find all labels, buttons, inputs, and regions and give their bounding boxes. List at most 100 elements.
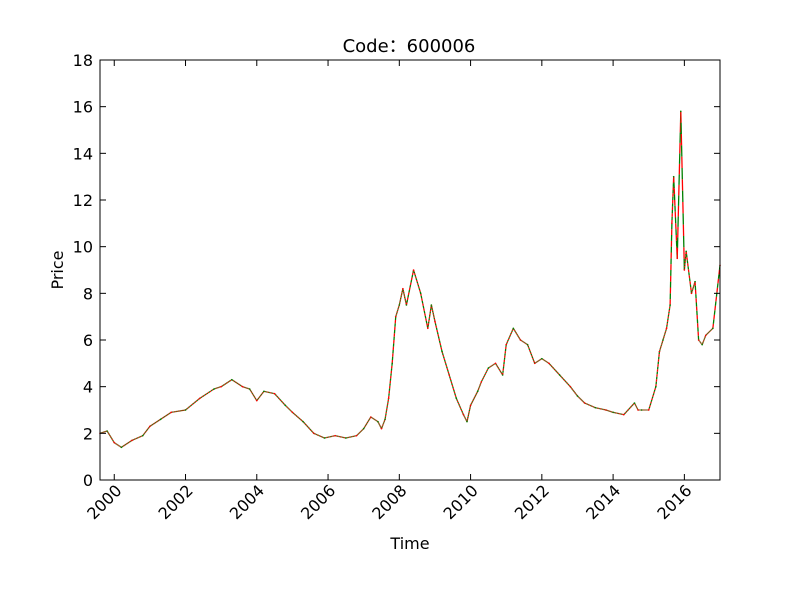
price-segment <box>359 433 360 434</box>
price-segment <box>129 442 130 443</box>
price-segment <box>533 358 534 359</box>
price-point <box>142 435 144 437</box>
price-segment <box>367 422 368 423</box>
price-segment <box>714 310 715 315</box>
price-segment <box>311 430 312 431</box>
price-segment <box>707 333 708 334</box>
price-point <box>673 176 675 178</box>
price-segment <box>290 410 291 411</box>
price-segment <box>230 380 231 381</box>
price-segment <box>414 272 415 274</box>
price-segment <box>238 384 239 385</box>
price-point <box>527 344 529 346</box>
price-point <box>413 269 415 271</box>
price-segment <box>714 315 715 320</box>
price-segment <box>461 409 462 410</box>
price-segment <box>411 280 412 283</box>
price-segment <box>717 283 718 288</box>
price-segment <box>286 406 287 407</box>
price-segment <box>111 437 112 438</box>
price-segment <box>408 295 409 298</box>
price-segment <box>425 316 426 319</box>
price-segment <box>711 329 712 330</box>
price-segment <box>225 384 226 385</box>
price-segment <box>448 370 449 372</box>
price-segment <box>307 426 308 427</box>
price-segment <box>583 402 584 403</box>
price-segment <box>167 415 168 416</box>
price-segment <box>578 397 579 398</box>
price-segment <box>632 405 633 406</box>
price-point <box>502 374 504 376</box>
price-point <box>662 339 664 341</box>
price-segment <box>419 287 420 289</box>
price-segment <box>203 396 204 397</box>
y-tick-label: 14 <box>73 144 93 163</box>
price-segment <box>154 423 155 424</box>
price-segment <box>364 427 365 428</box>
price-segment <box>457 401 458 402</box>
price-segment <box>509 337 510 338</box>
price-point <box>249 388 251 390</box>
price-point <box>712 328 714 330</box>
price-segment <box>233 381 234 382</box>
price-point <box>420 293 422 295</box>
y-tick-label: 0 <box>83 471 93 490</box>
price-segment <box>551 366 552 367</box>
price-segment <box>556 371 557 372</box>
price-segment <box>410 285 411 288</box>
price-segment <box>367 423 368 424</box>
price-segment <box>191 405 192 406</box>
price-segment <box>234 381 235 382</box>
price-segment <box>146 431 147 432</box>
price-segment <box>651 402 652 404</box>
price-segment <box>572 389 573 390</box>
price-segment <box>420 290 421 292</box>
price-segment <box>529 349 530 350</box>
price-point <box>263 391 265 393</box>
price-segment <box>197 400 198 401</box>
price-segment <box>439 339 440 341</box>
price-point <box>470 405 472 407</box>
price-segment <box>288 408 289 409</box>
price-segment <box>579 398 580 399</box>
y-tick-label: 12 <box>73 191 93 210</box>
price-segment <box>653 393 654 395</box>
price-segment <box>151 425 152 426</box>
price-segment <box>294 414 295 415</box>
price-segment <box>482 379 483 380</box>
price-segment <box>485 374 486 375</box>
price-segment <box>279 399 280 400</box>
price-segment <box>575 393 576 394</box>
price-segment <box>474 397 475 398</box>
price-segment <box>502 373 503 374</box>
price-segment <box>277 396 278 397</box>
price-segment <box>424 311 425 314</box>
price-segment <box>709 332 710 333</box>
price-segment <box>457 400 458 401</box>
price-segment <box>166 415 167 416</box>
price-point <box>623 414 625 416</box>
price-segment <box>708 333 709 334</box>
price-segment <box>444 357 445 359</box>
price-segment <box>436 326 437 328</box>
price-point <box>121 447 123 449</box>
price-segment <box>718 279 719 284</box>
price-segment <box>108 433 109 434</box>
price-segment <box>497 365 498 366</box>
price-point <box>637 409 639 411</box>
price-point <box>434 321 436 323</box>
price-segment <box>252 393 253 394</box>
price-segment <box>196 401 197 402</box>
price-segment <box>652 397 653 399</box>
price-segment <box>195 402 196 403</box>
price-segment <box>567 383 568 384</box>
price-segment <box>164 417 165 418</box>
price-segment <box>550 365 551 366</box>
price-point <box>641 409 643 411</box>
price-segment <box>435 324 436 326</box>
price-segment <box>653 395 654 397</box>
price-segment <box>514 330 515 331</box>
price-segment <box>424 308 425 311</box>
price-point <box>441 351 443 353</box>
